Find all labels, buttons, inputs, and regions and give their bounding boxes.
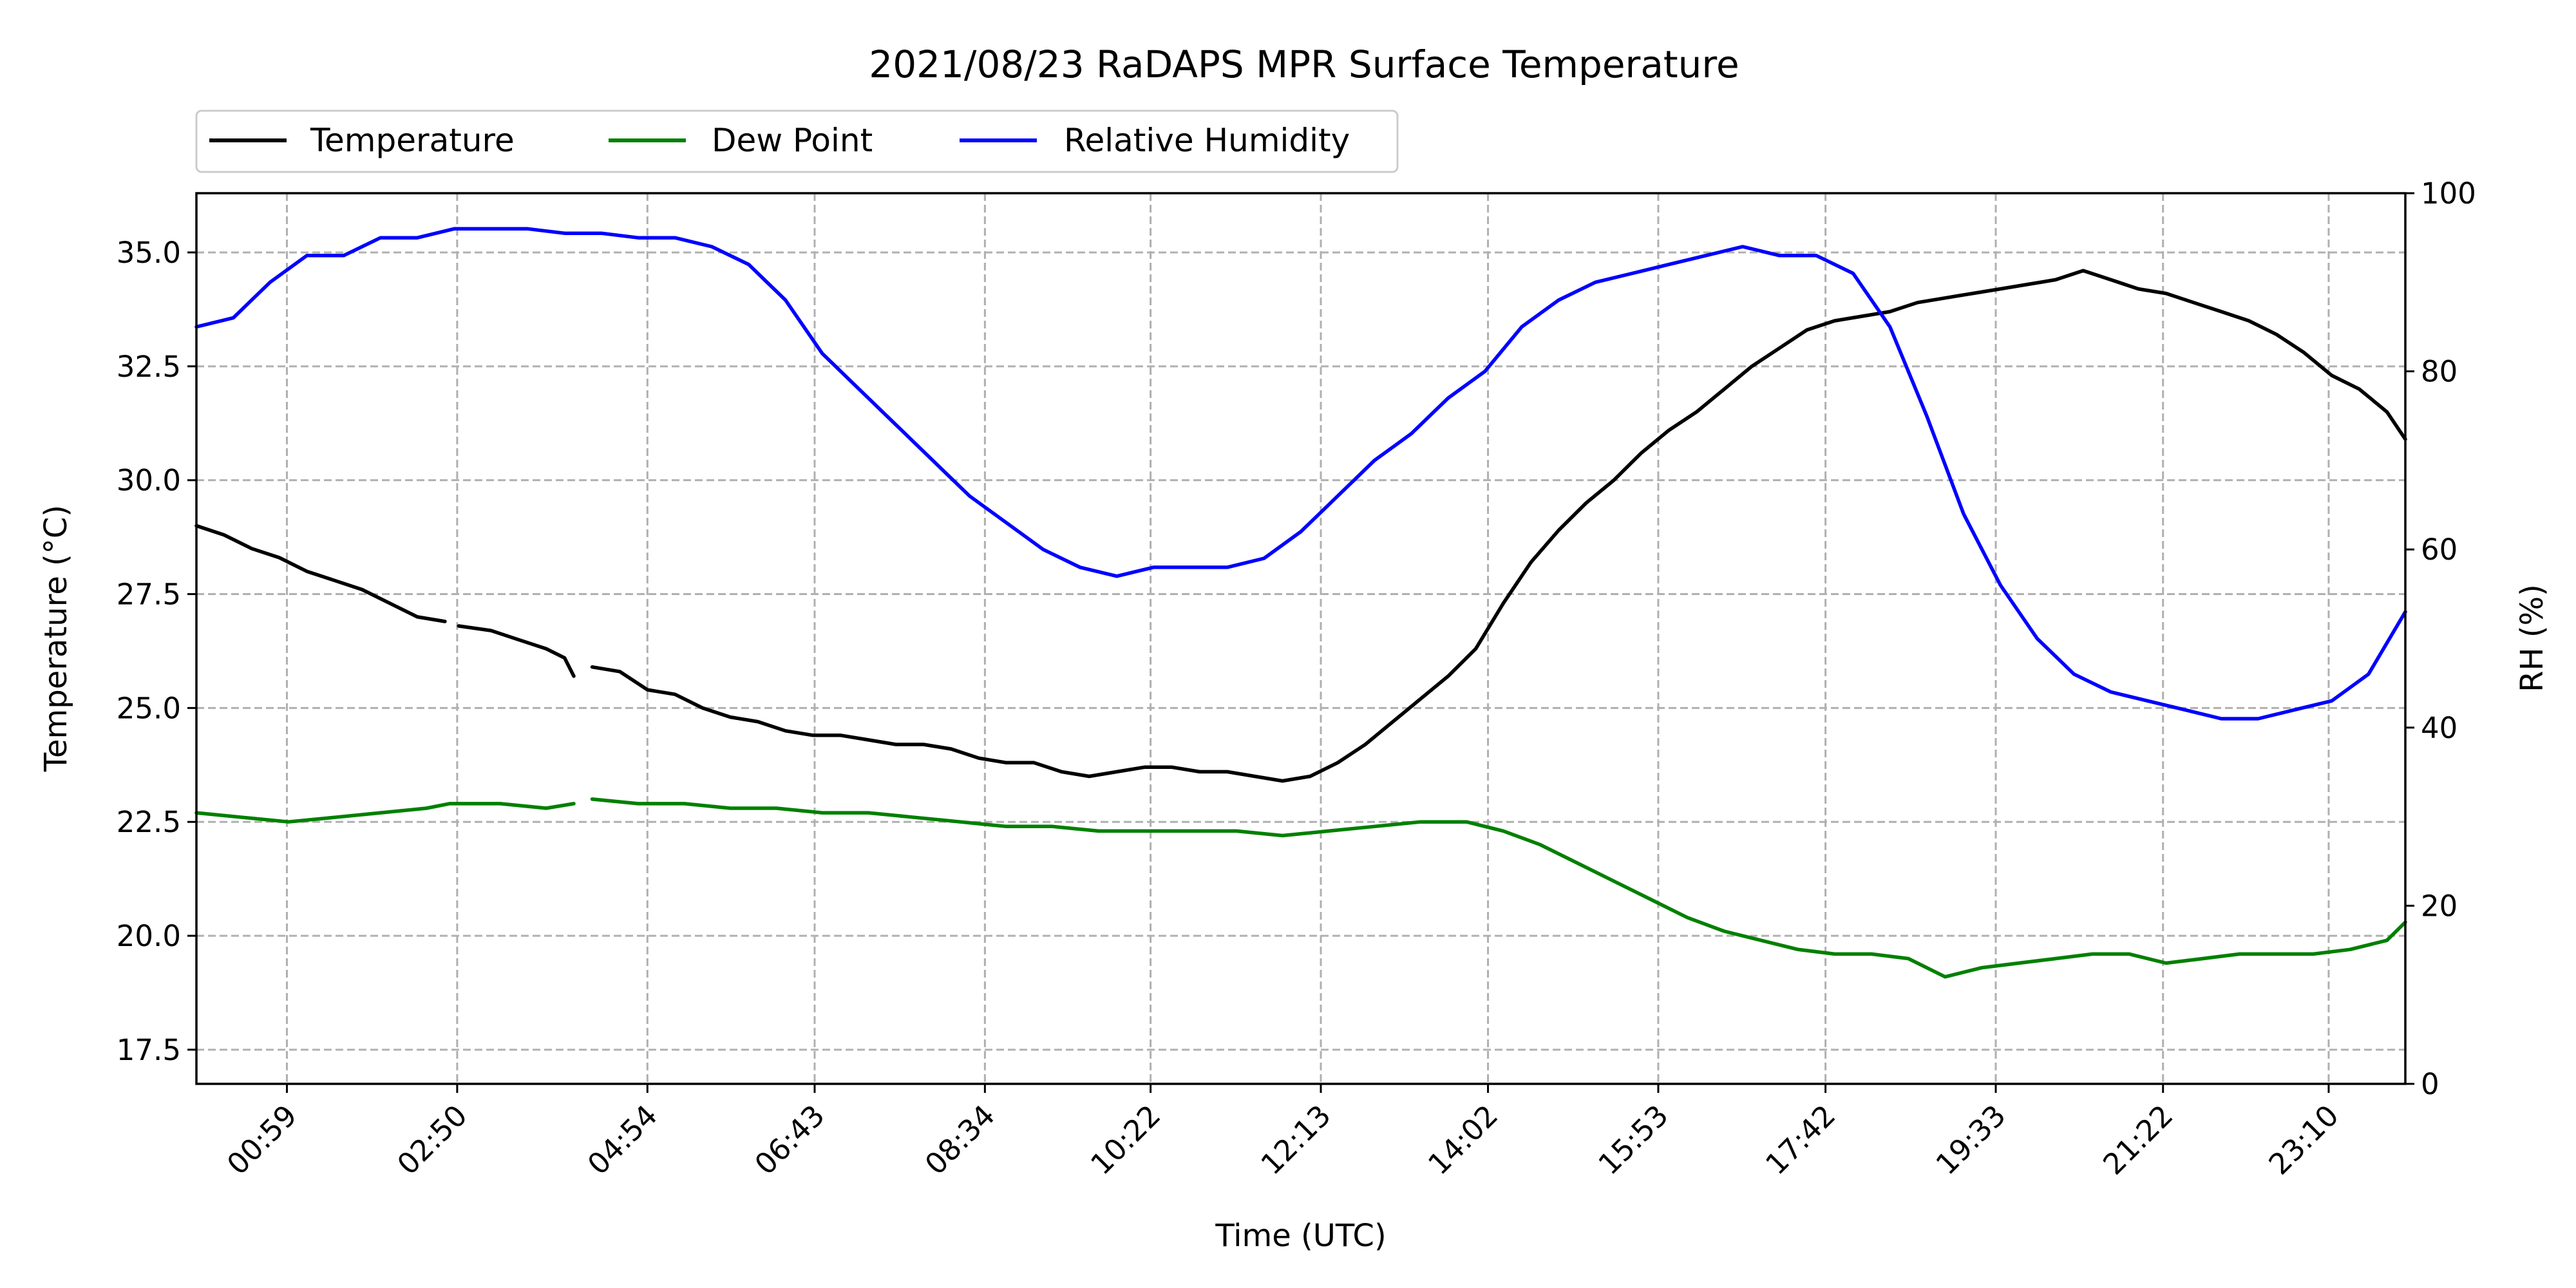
y-left-tick-label: 35.0	[117, 236, 181, 270]
y-right-tick-label: 100	[2421, 176, 2476, 211]
legend-label-relative-humidity: Relative Humidity	[1064, 122, 1350, 159]
x-axis-title: Time (UTC)	[1215, 1218, 1386, 1254]
y-left-tick-label: 25.0	[117, 691, 181, 725]
y-axis-right: 0 20 40 60 80 100	[2405, 176, 2476, 1101]
y-right-tick-label: 0	[2421, 1067, 2439, 1101]
series-layer	[194, 227, 2407, 979]
y-left-tick-label: 32.5	[117, 350, 181, 384]
y-left-tick-label: 27.5	[117, 578, 181, 612]
y-right-tick-label: 60	[2421, 533, 2458, 567]
series-line-relative-humidity	[194, 227, 2407, 721]
y-axis-right-title: RH (%)	[2514, 584, 2550, 692]
plot-frame	[195, 192, 2407, 1085]
series-line-temperature	[194, 269, 2407, 783]
y-left-tick-label: 20.0	[117, 919, 181, 953]
legend: Temperature Dew Point Relative Humidity	[195, 109, 1399, 173]
legend-label-dew-point: Dew Point	[712, 122, 873, 159]
y-right-tick-label: 40	[2421, 711, 2458, 745]
chart-title: 2021/08/23 RaDAPS MPR Surface Temperatur…	[869, 43, 1739, 86]
y-left-tick-label: 22.5	[117, 805, 181, 839]
y-axis-left-title: Temperature (°C)	[38, 505, 74, 772]
y-right-tick-label: 80	[2421, 355, 2458, 389]
y-axis-left: 17.5 20.0 22.5 25.0 27.5 30.0 32.5 35.0	[117, 236, 196, 1067]
legend-box	[195, 109, 1399, 173]
grid-layer	[196, 193, 2405, 1084]
y-right-tick-label: 20	[2421, 889, 2458, 923]
legend-label-temperature: Temperature	[310, 122, 515, 159]
y-left-tick-label: 30.0	[117, 464, 181, 498]
y-left-tick-label: 17.5	[117, 1033, 181, 1067]
series-line-dew-point	[194, 797, 2407, 979]
